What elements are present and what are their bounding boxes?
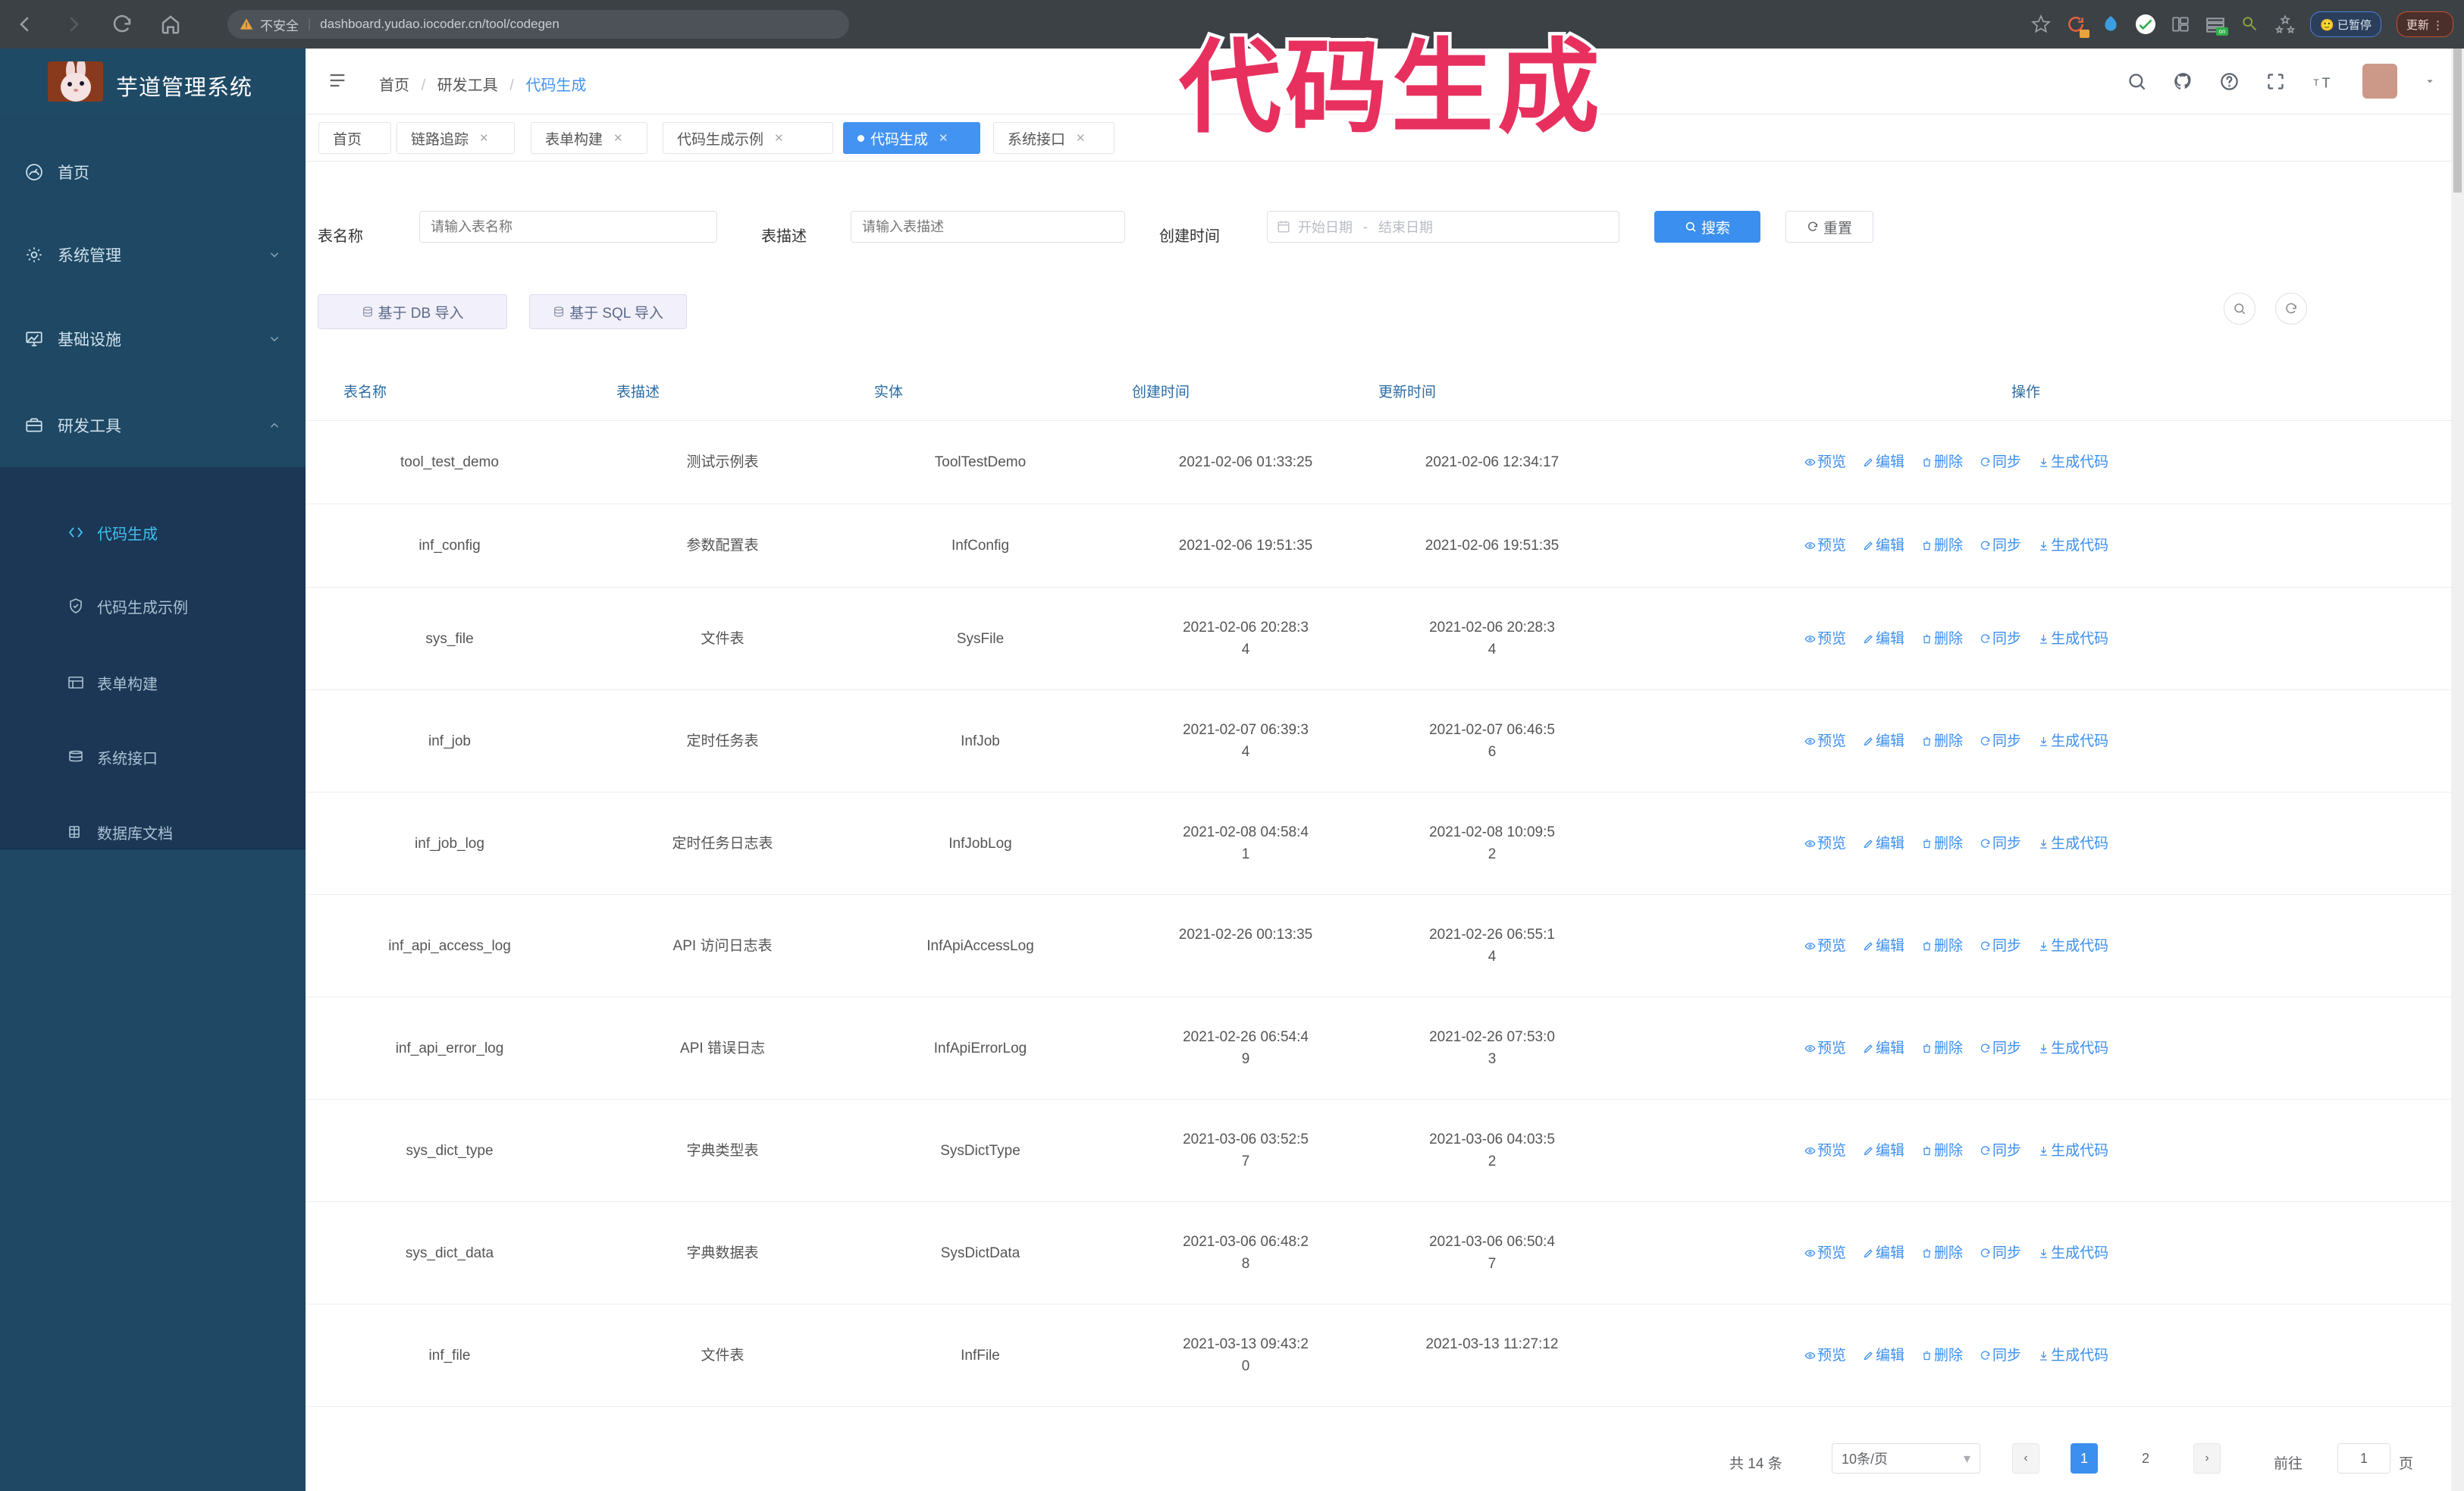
svg-text:T: T [2322, 75, 2331, 90]
svg-text:T: T [2313, 77, 2319, 88]
